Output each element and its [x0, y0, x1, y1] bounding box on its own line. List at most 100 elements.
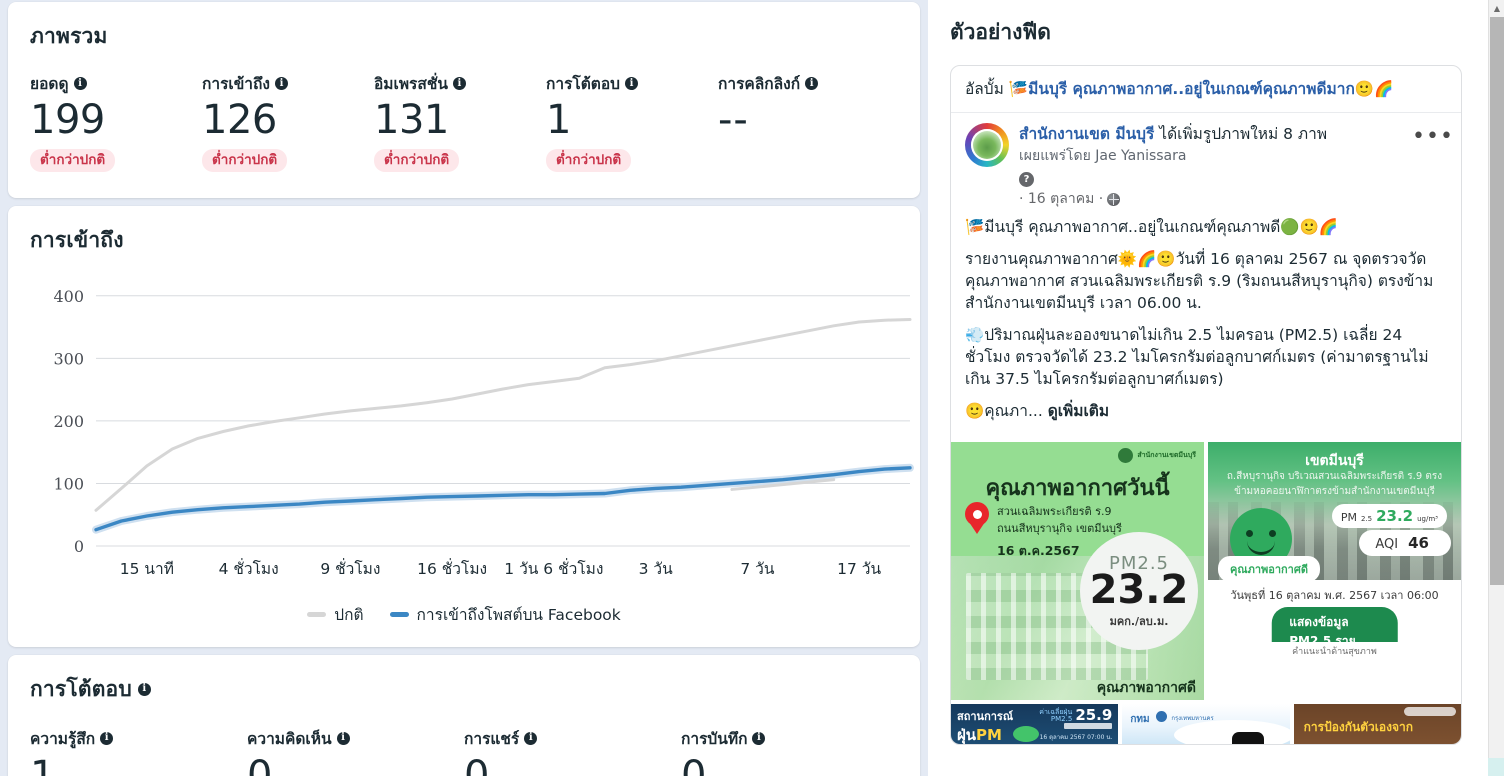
metric-shares-label: การแชร์ i [464, 726, 681, 751]
metric-impressions-value: 131 [374, 97, 449, 143]
post-image-aqi-card[interactable]: เขตมีนบุรี ถ.สีหบุรานุกิจ บริเวณสวนเฉลิม… [1208, 442, 1461, 643]
post-body-line-4: 🙂คุณภา... ดูเพิ่มเติม [965, 400, 1447, 422]
aqi-pm-value: 23.2 [1376, 507, 1414, 526]
metric-reach: การเข้าถึง i 126 ต่ำกว่าปกติ [202, 71, 374, 172]
aq-location-line-2: ถนนสีหบุรานุกิจ เขตมีนบุรี [997, 521, 1122, 535]
thumb-a-title-1: สถานการณ์ [957, 710, 1014, 724]
overview-card: ภาพรวม ยอดดู i 199 ต่ำกว่าปกติ การเข้าถึ… [8, 2, 920, 198]
reach-chart-card: การเข้าถึง 0 100 200 300 400 15 นาที 4 ชั่วโมง… [8, 205, 920, 647]
metric-impressions-label: อิมเพรสชั่น i [374, 71, 546, 96]
thumb-a-title-2-highlight: PM [976, 726, 1002, 745]
info-icon[interactable]: i [137, 682, 151, 696]
thumb-a-title-2: ฝุ่นPM [957, 723, 1002, 744]
info-icon[interactable]: i [805, 77, 819, 90]
feed-preview-title: ตัวอย่างฟีด [950, 20, 1051, 44]
thumb-a-green-blob [1013, 726, 1039, 743]
scroll-up-arrow-icon[interactable]: ▲ [1493, 3, 1501, 13]
thumb-b-phone [1231, 732, 1264, 745]
page-scrollbar[interactable]: ▲ ▼ [1488, 0, 1504, 776]
metric-reach-badge: ต่ำกว่าปกติ [202, 148, 288, 172]
legend-item-normal: ปกติ [307, 602, 364, 627]
aqi-index-value: 46 [1408, 534, 1429, 553]
aqi-card-datetime: วันพุธที่ 16 ตุลาคม พ.ศ. 2567 เวลา 06:00 [1230, 589, 1439, 603]
svg-text:9 ชั่วโมง: 9 ชั่วโมง [320, 558, 380, 578]
album-link[interactable]: มีนบุรี คุณภาพอากาศ..อยู่ในเกณฑ์คุณภาพดี… [1028, 80, 1355, 98]
flag-icon: 🎏 [1008, 80, 1029, 98]
metric-interactions-label-text: การโต้ตอบ [546, 75, 621, 93]
album-header: อัลบั้ม 🎏มีนบุรี คุณภาพอากาศ..อยู่ในเกณฑ… [951, 66, 1461, 113]
info-icon[interactable]: i [336, 731, 350, 745]
metric-impressions-badge: ต่ำกว่าปกติ [374, 148, 460, 172]
metric-interactions: การโต้ตอบ i 1 ต่ำกว่าปกติ [546, 71, 718, 172]
post-date[interactable]: · 16 ตุลาคม · [1019, 191, 1104, 208]
thumb-c-badge [1403, 707, 1456, 717]
post-image-col-left: สำนักงานเขตมีนบุรี คุณภาพอากาศวันนี้ สวน… [951, 442, 1204, 701]
thumb-b-logo-mark [1156, 711, 1168, 723]
post-thumbnail-pm-situation[interactable]: สถานการณ์ ฝุ่นPM ค่าเฉลี่ยฝุ่น PM2.5 25.… [951, 704, 1119, 745]
legend-swatch-post-reach [389, 611, 409, 617]
aq-location-line-1: สวนเฉลิมพระเกียรติ ร.9 [997, 505, 1112, 519]
metric-shares-value: 0 [464, 752, 489, 776]
post-date-row: · 16 ตุลาคม · [1019, 188, 1417, 210]
post-body-line-3: 💨ปริมาณฝุ่นละอองขนาดไม่เกิน 2.5 ไมครอน (… [965, 326, 1429, 389]
metric-reach-value: 126 [202, 97, 277, 143]
see-more-link[interactable]: ดูเพิ่มเติม [1047, 402, 1110, 421]
post-question-badge-row: ? [1019, 167, 1417, 188]
metric-interactions-value: 1 [546, 97, 571, 143]
aq-pm-value: 23.2 [1089, 566, 1189, 613]
svg-text:200: 200 [53, 412, 84, 431]
metric-impressions-label-text: อิมเพรสชั่น [374, 75, 448, 93]
post-body-line-1: 🎏มีนบุรี คุณภาพอากาศ..อยู่ในเกณฑ์คุณภาพด… [965, 218, 1339, 237]
aqi-quality-chip: คุณภาพอากาศดี [1218, 556, 1320, 583]
post-thumbnail-row: สถานการณ์ ฝุ่นPM ค่าเฉลี่ยฝุ่น PM2.5 25.… [951, 704, 1461, 745]
feed-preview-column: ตัวอย่างฟีด อัลบั้ม 🎏มีนบุรี คุณภาพอากาศ… [928, 0, 1504, 776]
aq-poster-footer: คุณภาพอากาศดี [1096, 679, 1196, 696]
svg-text:0: 0 [74, 537, 84, 556]
pin-tail [969, 522, 985, 535]
info-icon[interactable]: i [524, 731, 538, 745]
avatar[interactable] [965, 122, 1009, 167]
thumb-b-logo-text: กทม [1130, 714, 1150, 726]
svg-text:1 วัน 6 ชั่วโมง: 1 วัน 6 ชั่วโมง [504, 558, 603, 578]
metric-shares-label-text: การแชร์ [464, 729, 520, 748]
album-emoji-icons: 🙂🌈 [1354, 80, 1394, 98]
metric-comments-label: ความคิดเห็น i [247, 726, 464, 751]
post-menu-button[interactable]: ••• [1412, 123, 1454, 149]
metric-reactions-value: 1 [30, 752, 55, 776]
location-pin-icon [965, 502, 989, 535]
info-icon[interactable]: i [274, 77, 288, 90]
aq-pm-label: PM2.5 [1108, 552, 1169, 574]
thumb-a-value: 25.9 [1075, 706, 1113, 725]
left-column: ภาพรวม ยอดดู i 199 ต่ำกว่าปกติ การเข้าถึ… [8, 2, 920, 776]
metric-views-label-text: ยอดดู [30, 75, 69, 93]
published-by-name[interactable]: Jae Yanissara [1095, 148, 1187, 165]
post-image-air-quality-poster[interactable]: สำนักงานเขตมีนบุรี คุณภาพอากาศวันนี้ สวน… [951, 442, 1204, 701]
info-icon[interactable]: i [73, 77, 87, 90]
question-mark-icon[interactable]: ? [1019, 172, 1034, 188]
aqi-card-subtitle: ถ.สีหบุรานุกิจ บริเวณสวนเฉลิมพระเกียรติ … [1226, 471, 1443, 498]
globe-icon [1107, 192, 1121, 206]
info-icon[interactable]: i [752, 731, 766, 745]
post-thumbnail-protection[interactable]: การป้องกันตัวเองจาก [1293, 704, 1461, 745]
pin-dot [972, 509, 982, 519]
aqi-hourly-button[interactable]: แสดงข้อมูล PM2.5 รายชั่วโมง [1271, 607, 1398, 643]
aq-poster-location: สวนเฉลิมพระเกียรติ ร.9 ถนนสีหบุรานุกิจ เ… [997, 504, 1122, 537]
post-body-truncated-text: 🙂คุณภา... [965, 402, 1043, 421]
post-thumbnail-bkk[interactable]: กทม กรุงเทพมหานคร [1122, 704, 1290, 745]
smiley-eye-left [1246, 530, 1253, 538]
overview-title: ภาพรวม [30, 24, 108, 48]
info-icon[interactable]: i [625, 77, 639, 90]
info-icon[interactable]: i [452, 77, 466, 90]
metric-comments-label-text: ความคิดเห็น [247, 729, 332, 748]
metric-views: ยอดดู i 199 ต่ำกว่าปกติ [30, 71, 202, 172]
metric-views-badge: ต่ำกว่าปกติ [30, 148, 116, 172]
aq-pm-readout: PM2.5 23.2 มคก./ลบ.ม. [1080, 532, 1198, 651]
aqi-pm-chip: PM 2.5 23.2 ug/m³ [1331, 504, 1447, 529]
svg-text:15 นาที: 15 นาที [120, 560, 174, 578]
scrollbar-bottom-strip [1488, 758, 1504, 776]
scrollbar-thumb[interactable] [1490, 17, 1504, 585]
post-page-name[interactable]: สำนักงานเขต มีนบุรี [1019, 124, 1155, 143]
info-icon[interactable]: i [100, 731, 114, 745]
metric-saves-label-text: การบันทึก [681, 729, 748, 748]
